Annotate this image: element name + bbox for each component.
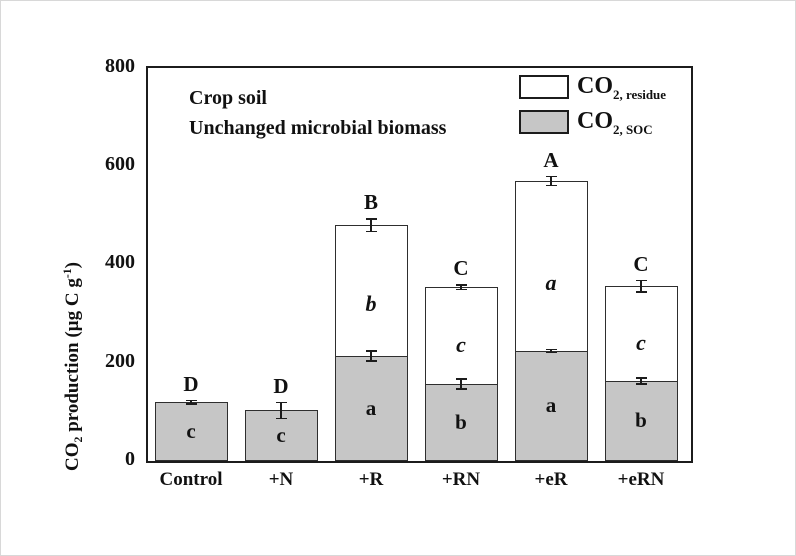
bar-ern: c b C bbox=[604, 68, 678, 461]
bar-er-residue-letter: a bbox=[545, 269, 557, 295]
legend-label-residue: CO2, residue bbox=[577, 73, 667, 102]
bar-r-soc-letter: a bbox=[365, 395, 377, 420]
bar-control-soc-letter: c bbox=[186, 419, 196, 444]
y-tick-label-400: 400 bbox=[105, 251, 135, 273]
bar-r-significance-letter: B bbox=[363, 190, 378, 215]
y-tick-label-600: 600 bbox=[105, 153, 135, 175]
bar-ern-residue-segment bbox=[604, 286, 678, 383]
bar-rn-soc-segment bbox=[424, 383, 498, 461]
bar-er-soc-segment bbox=[514, 350, 588, 461]
bar-n-significance-letter: D bbox=[273, 373, 289, 398]
bar-er-significance-letter: A bbox=[543, 147, 559, 172]
bar-control-soc-segment bbox=[154, 402, 228, 461]
bar-rn-soc-letter: b bbox=[455, 409, 467, 434]
legend-item-residue: CO2, residue bbox=[519, 73, 666, 102]
plot-area: Crop soil Unchanged microbial biomass CO… bbox=[146, 66, 693, 463]
bar-control-significance-letter: D bbox=[183, 371, 199, 396]
bar-r: b a B bbox=[334, 68, 408, 461]
bar-er-soc-letter: a bbox=[545, 393, 557, 418]
bar-er-residue-segment bbox=[514, 181, 588, 353]
legend-label-soc: CO2, SOC bbox=[577, 108, 653, 137]
bar-n-soc-letter: c bbox=[276, 423, 286, 448]
x-label-r: +R bbox=[358, 469, 384, 490]
bar-ern-residue-letter: c bbox=[636, 330, 646, 356]
annotation-line-1: Crop soil bbox=[189, 87, 267, 109]
bar-r-residue-letter: b bbox=[365, 290, 377, 316]
annotation-line-2: Unchanged microbial biomass bbox=[189, 117, 447, 139]
x-label-er: +eR bbox=[534, 469, 568, 490]
bar-rn: c b C bbox=[424, 68, 498, 461]
bar-rn-residue-segment bbox=[424, 287, 498, 386]
legend-item-soc: CO2, SOC bbox=[519, 108, 666, 137]
x-label-control: Control bbox=[159, 469, 223, 490]
bar-er: a a A bbox=[514, 68, 588, 461]
bar-ern-soc-segment bbox=[604, 380, 678, 461]
legend-swatch-soc bbox=[519, 110, 569, 134]
legend-swatch-residue bbox=[519, 75, 569, 99]
y-tick-label-0: 0 bbox=[125, 448, 135, 470]
y-tick-label-200: 200 bbox=[105, 350, 135, 372]
x-label-rn: +RN bbox=[441, 469, 481, 490]
bar-ern-soc-letter: b bbox=[635, 408, 647, 433]
plot-annotation: Crop soil Unchanged microbial biomass bbox=[189, 83, 446, 143]
bar-rn-significance-letter: C bbox=[453, 256, 469, 281]
y-tick-label-800: 800 bbox=[105, 55, 135, 77]
legend: CO2, residue CO2, SOC bbox=[519, 73, 666, 143]
bar-rn-residue-letter: c bbox=[456, 332, 466, 358]
bar-ern-significance-letter: C bbox=[633, 251, 649, 276]
x-label-n: +N bbox=[268, 469, 294, 490]
x-label-ern: +eRN bbox=[617, 469, 665, 490]
